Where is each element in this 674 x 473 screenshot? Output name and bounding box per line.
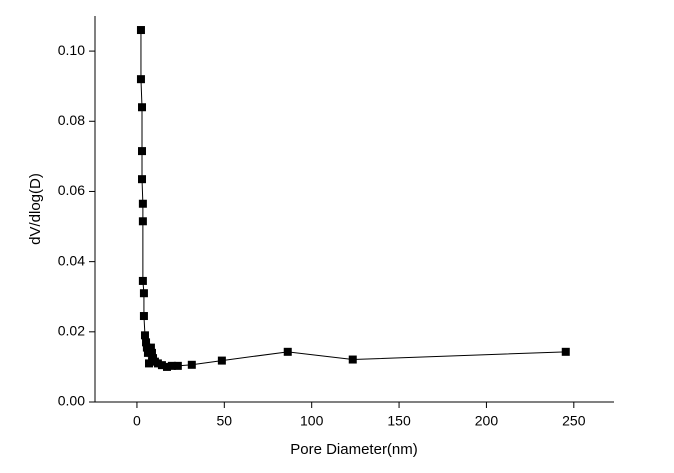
- x-tick-label: 250: [562, 413, 586, 429]
- x-tick-label: 0: [133, 413, 141, 429]
- data-point: [167, 361, 176, 370]
- data-point: [136, 26, 145, 35]
- data-point: [187, 360, 196, 369]
- data-point: [138, 199, 147, 208]
- y-axis-label: dV/dlog(D): [27, 173, 44, 245]
- data-point: [153, 359, 162, 368]
- data-point: [138, 147, 147, 156]
- data-point: [144, 359, 153, 368]
- x-tick-label: 50: [217, 413, 233, 429]
- x-axis-label: Pore Diameter(nm): [290, 441, 418, 458]
- x-tick-label: 200: [475, 413, 499, 429]
- data-point: [283, 347, 292, 356]
- data-point: [138, 276, 147, 285]
- data-point: [173, 361, 182, 370]
- data-point: [136, 75, 145, 84]
- data-point: [157, 361, 166, 370]
- data-point: [348, 355, 357, 364]
- y-tick-label: 0.00: [58, 393, 85, 409]
- data-point: [561, 347, 570, 356]
- x-tick-label: 100: [300, 413, 324, 429]
- data-point: [138, 175, 147, 184]
- data-point: [140, 331, 149, 340]
- data-point: [142, 343, 151, 352]
- y-tick-label: 0.10: [58, 42, 85, 58]
- data-point: [146, 343, 155, 352]
- y-tick-label: 0.02: [58, 323, 85, 339]
- data-point: [143, 348, 152, 357]
- y-tick-label: 0.04: [58, 252, 85, 268]
- data-point: [217, 356, 226, 365]
- data-point: [139, 312, 148, 321]
- data-point: [162, 362, 171, 371]
- data-point: [138, 217, 147, 226]
- y-tick-label: 0.06: [58, 182, 85, 198]
- data-point: [147, 348, 156, 357]
- data-point: [142, 338, 151, 347]
- y-tick-label: 0.08: [58, 112, 85, 128]
- data-point: [139, 289, 148, 298]
- data-point: [138, 103, 147, 112]
- x-tick-label: 150: [387, 413, 411, 429]
